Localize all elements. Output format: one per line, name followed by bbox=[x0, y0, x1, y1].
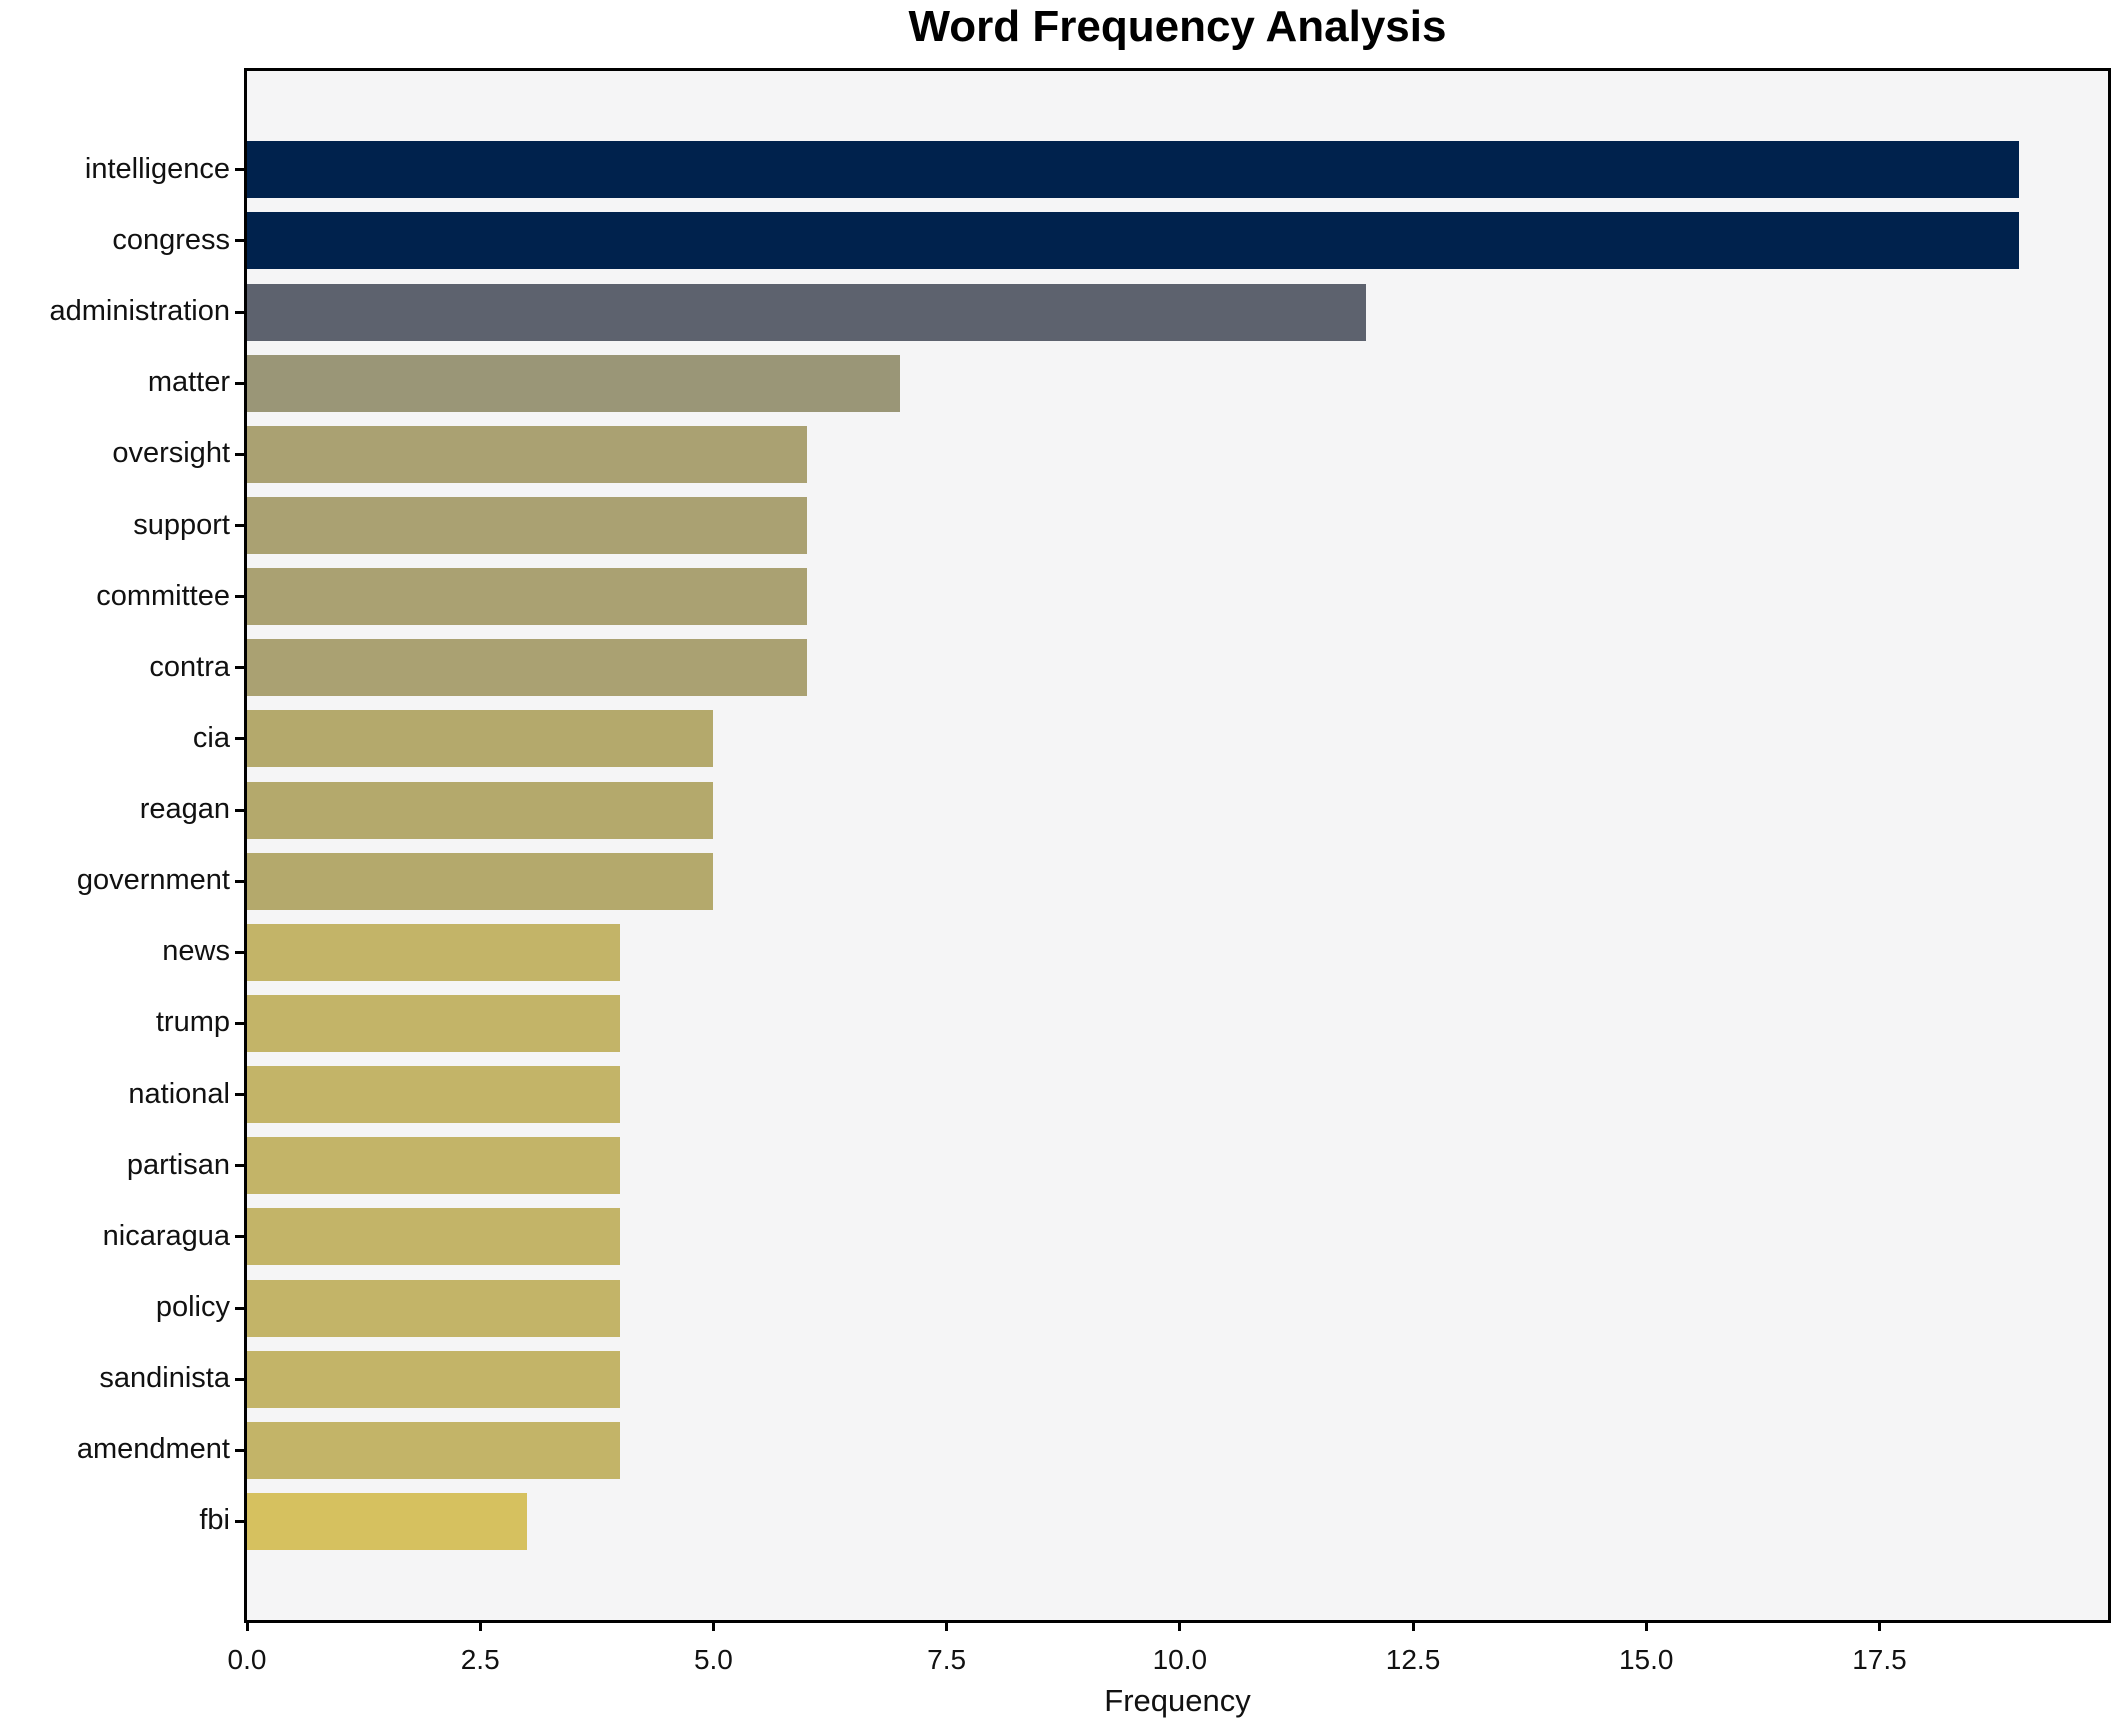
y-tick-label-contra: contra bbox=[149, 650, 230, 683]
y-tick-mark bbox=[235, 737, 244, 741]
bar-support bbox=[247, 497, 807, 554]
y-tick-mark bbox=[235, 310, 244, 314]
x-tick-label: 7.5 bbox=[927, 1644, 967, 1675]
y-tick-label-national: national bbox=[128, 1077, 230, 1110]
bar-partisan bbox=[247, 1137, 621, 1195]
y-tick-label-support: support bbox=[133, 508, 230, 541]
bar-nicaragua bbox=[247, 1208, 621, 1266]
x-tick-label: 17.5 bbox=[1852, 1644, 1907, 1675]
y-tick-label-committee: committee bbox=[96, 579, 230, 612]
x-axis-title: Frequency bbox=[1104, 1683, 1251, 1718]
bar-matter bbox=[247, 354, 900, 412]
y-tick-mark bbox=[235, 452, 244, 456]
y-tick-mark bbox=[235, 381, 244, 385]
y-tick-label-cia: cia bbox=[192, 721, 230, 754]
bar-sandinista bbox=[247, 1350, 621, 1408]
y-tick-mark bbox=[235, 595, 244, 599]
y-tick-label-news: news bbox=[162, 935, 230, 968]
bar-policy bbox=[247, 1279, 621, 1337]
y-tick-mark bbox=[235, 1519, 244, 1523]
y-tick-label-nicaragua: nicaragua bbox=[102, 1219, 230, 1252]
bar-trump bbox=[247, 994, 621, 1052]
y-tick-mark bbox=[235, 1164, 244, 1168]
x-tick-mark bbox=[1411, 1620, 1415, 1631]
x-tick-label: 10.0 bbox=[1152, 1644, 1208, 1675]
x-tick-label: 5.0 bbox=[693, 1644, 733, 1675]
bar-government bbox=[247, 852, 714, 910]
y-tick-mark bbox=[235, 1448, 244, 1452]
y-tick-label-partisan: partisan bbox=[126, 1148, 230, 1181]
bar-intelligence bbox=[247, 141, 2020, 199]
chart-title: Word Frequency Analysis bbox=[908, 2, 1447, 51]
bar-oversight bbox=[247, 425, 807, 483]
x-tick-label: 12.5 bbox=[1385, 1644, 1441, 1675]
bar-committee bbox=[247, 568, 807, 626]
plot-area bbox=[244, 68, 2111, 1623]
y-tick-mark bbox=[235, 950, 244, 954]
y-tick-label-matter: matter bbox=[147, 366, 230, 399]
bar-amendment bbox=[247, 1421, 621, 1479]
bar-reagan bbox=[247, 781, 714, 839]
x-tick-mark bbox=[1644, 1620, 1648, 1631]
y-tick-mark bbox=[235, 1093, 244, 1097]
y-tick-label-congress: congress bbox=[112, 223, 230, 256]
y-tick-label-sandinista: sandinista bbox=[99, 1362, 230, 1395]
y-tick-mark bbox=[235, 1306, 244, 1310]
bar-fbi bbox=[247, 1492, 527, 1550]
y-tick-mark bbox=[235, 168, 244, 172]
x-tick-mark bbox=[1178, 1620, 1182, 1631]
bar-congress bbox=[247, 212, 2020, 270]
y-tick-label-trump: trump bbox=[155, 1006, 230, 1039]
bar-contra bbox=[247, 639, 807, 697]
y-tick-mark bbox=[235, 879, 244, 883]
x-tick-label: 15.0 bbox=[1618, 1644, 1674, 1675]
x-tick-mark bbox=[1877, 1620, 1881, 1631]
bar-administration bbox=[247, 283, 1367, 341]
x-tick-mark bbox=[478, 1620, 482, 1631]
y-tick-mark bbox=[235, 239, 244, 243]
y-tick-label-policy: policy bbox=[155, 1291, 230, 1324]
x-tick-label: 2.5 bbox=[460, 1644, 500, 1675]
y-tick-mark bbox=[235, 524, 244, 527]
y-tick-mark bbox=[235, 1235, 244, 1239]
bar-cia bbox=[247, 710, 714, 768]
x-tick-mark bbox=[245, 1620, 249, 1631]
y-tick-mark bbox=[235, 1021, 244, 1025]
y-tick-label-fbi: fbi bbox=[199, 1504, 230, 1537]
y-tick-label-amendment: amendment bbox=[76, 1433, 230, 1466]
y-tick-mark bbox=[235, 666, 244, 670]
y-tick-label-government: government bbox=[76, 864, 230, 897]
x-tick-mark bbox=[711, 1620, 715, 1631]
bar-national bbox=[247, 1066, 621, 1124]
y-tick-label-intelligence: intelligence bbox=[84, 152, 230, 185]
y-tick-label-oversight: oversight bbox=[112, 437, 230, 470]
x-tick-label: 0.0 bbox=[227, 1644, 267, 1675]
y-tick-label-reagan: reagan bbox=[139, 793, 230, 826]
bar-news bbox=[247, 923, 621, 981]
y-tick-label-administration: administration bbox=[49, 295, 230, 328]
x-tick-mark bbox=[945, 1620, 949, 1631]
y-tick-mark bbox=[235, 808, 244, 812]
y-tick-mark bbox=[235, 1377, 244, 1381]
